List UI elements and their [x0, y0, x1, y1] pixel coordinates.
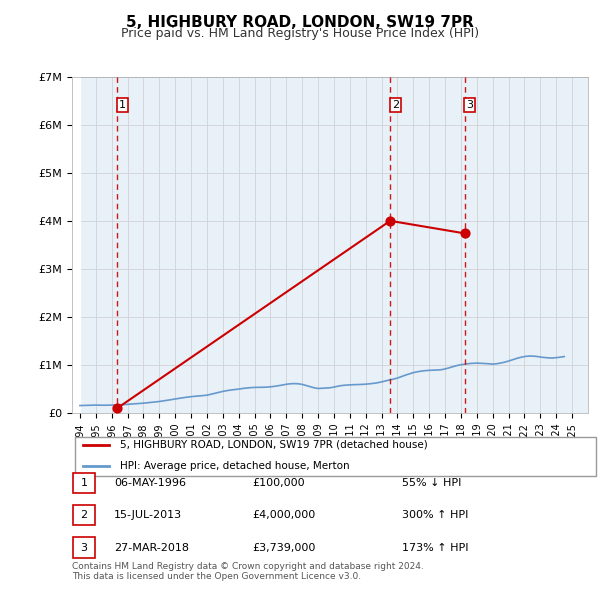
Text: £4,000,000: £4,000,000	[252, 510, 315, 520]
Text: 1: 1	[80, 478, 88, 487]
Text: 5, HIGHBURY ROAD, LONDON, SW19 7PR (detached house): 5, HIGHBURY ROAD, LONDON, SW19 7PR (deta…	[119, 440, 427, 450]
Text: Contains HM Land Registry data © Crown copyright and database right 2024.
This d: Contains HM Land Registry data © Crown c…	[72, 562, 424, 581]
Point	[112, 404, 122, 413]
Text: 15-JUL-2013: 15-JUL-2013	[114, 510, 182, 520]
Point	[460, 229, 469, 238]
FancyBboxPatch shape	[73, 473, 95, 493]
FancyBboxPatch shape	[73, 537, 95, 558]
Text: 2: 2	[392, 100, 399, 110]
Point	[385, 216, 395, 225]
Text: 27-MAR-2018: 27-MAR-2018	[114, 543, 189, 552]
Text: Price paid vs. HM Land Registry's House Price Index (HPI): Price paid vs. HM Land Registry's House …	[121, 27, 479, 40]
FancyBboxPatch shape	[74, 437, 596, 476]
Text: 3: 3	[80, 543, 88, 552]
Text: 2: 2	[80, 510, 88, 520]
Text: £3,739,000: £3,739,000	[252, 543, 316, 552]
Text: HPI: Average price, detached house, Merton: HPI: Average price, detached house, Mert…	[119, 461, 349, 470]
Text: 06-MAY-1996: 06-MAY-1996	[114, 478, 186, 487]
Text: 5, HIGHBURY ROAD, LONDON, SW19 7PR: 5, HIGHBURY ROAD, LONDON, SW19 7PR	[126, 15, 474, 30]
Bar	[72, 77, 80, 413]
Text: 300% ↑ HPI: 300% ↑ HPI	[402, 510, 469, 520]
Text: 1: 1	[119, 100, 126, 110]
Text: 173% ↑ HPI: 173% ↑ HPI	[402, 543, 469, 552]
Text: £100,000: £100,000	[252, 478, 305, 487]
Bar	[72, 77, 80, 413]
Text: 3: 3	[466, 100, 473, 110]
FancyBboxPatch shape	[73, 505, 95, 525]
Text: 55% ↓ HPI: 55% ↓ HPI	[402, 478, 461, 487]
